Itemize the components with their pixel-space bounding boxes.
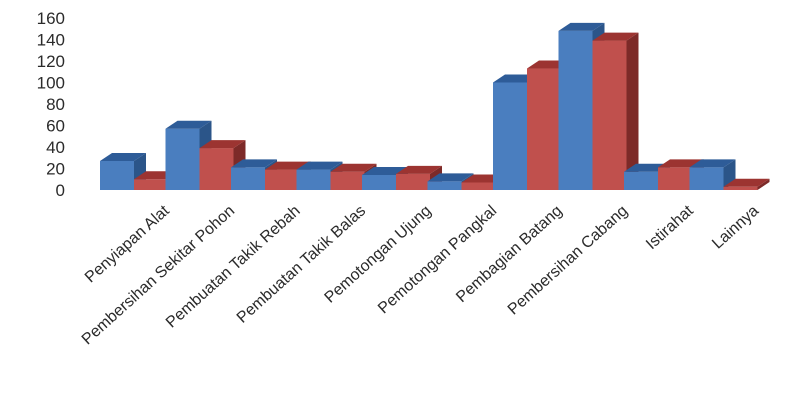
y-axis-ticks: 0 20 40 60 80 100 120 140 160: [37, 9, 65, 200]
bar-front-face: [527, 68, 561, 190]
bar-front-face: [134, 179, 168, 190]
bar-top-face: [558, 22, 605, 31]
x-category-label: Pembuatan Takik Rebah: [163, 202, 304, 331]
bar-front-face: [165, 128, 200, 190]
bar-2-2: [199, 140, 246, 190]
x-category-label: Pemotongan Ujung: [322, 202, 435, 306]
bar-1-10: [689, 159, 736, 190]
bar-top-face: [330, 163, 377, 172]
bar-front-face: [624, 171, 658, 190]
bar-front-face: [396, 173, 430, 190]
bar-front-face: [658, 167, 692, 190]
bar-front-face: [558, 30, 593, 191]
bar-front-face: [100, 160, 134, 190]
bar-front-face: [199, 148, 234, 190]
bar-front-face: [265, 169, 299, 190]
bar-front-face: [231, 167, 265, 190]
bar-top-face: [723, 178, 770, 187]
bar-top-face: [362, 166, 408, 175]
bar-side-face: [757, 178, 770, 190]
y-tick-label: 0: [56, 181, 65, 200]
x-category-label: Pembagian Batang: [453, 202, 566, 306]
bar-top-face: [296, 161, 343, 170]
bar-side-face: [626, 32, 639, 191]
bar-top-face: [199, 140, 246, 149]
bar-2-8: [592, 32, 639, 191]
y-tick-label: 120: [37, 52, 65, 71]
bar-top-face: [427, 173, 474, 182]
y-tick-label: 80: [46, 95, 65, 114]
y-tick-label: 160: [37, 9, 65, 28]
bar-front-face: [461, 182, 496, 190]
bar-top-face: [165, 120, 212, 129]
bar-top-face: [100, 152, 146, 161]
bar-front-face: [330, 171, 365, 190]
bar-front-face: [723, 186, 758, 190]
bar-1-2: [165, 120, 212, 190]
bar-2-10: [723, 178, 770, 190]
bar-top-face: [396, 165, 442, 174]
bar-front-face: [296, 169, 331, 190]
bar-front-face: [689, 167, 724, 190]
x-category-label: Pemotongan Pangkal: [375, 202, 500, 317]
y-tick-label: 60: [46, 117, 65, 136]
y-tick-label: 140: [37, 31, 65, 50]
bar-front-face: [427, 181, 462, 190]
bar-front-face: [493, 82, 527, 190]
y-tick-label: 100: [37, 74, 65, 93]
y-tick-label: 20: [46, 160, 65, 179]
bar-front-face: [362, 174, 396, 190]
y-tick-label: 40: [46, 138, 65, 157]
bar-front-face: [592, 40, 627, 191]
bar-series: [100, 22, 770, 191]
bar-top-face: [689, 159, 736, 168]
bar-top-face: [592, 32, 639, 41]
bar-top-face: [231, 159, 277, 168]
x-category-label: Pembuatan Takik Balas: [234, 202, 369, 326]
x-category-label: Lainnya: [709, 202, 762, 252]
x-category-label: Pembersihan Cabang: [505, 202, 631, 318]
x-category-label: Istirahat: [643, 202, 697, 253]
